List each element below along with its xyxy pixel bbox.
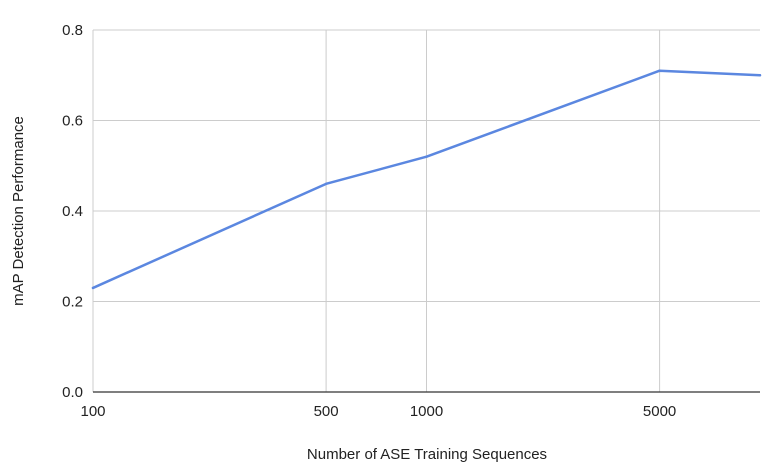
- y-tick-label: 0.6: [62, 113, 83, 130]
- series-layer: [91, 69, 762, 290]
- y-tick-label: 0.4: [62, 203, 83, 220]
- x-tick-label: 100: [80, 403, 105, 420]
- y-tick-label: 0.2: [62, 294, 83, 311]
- x-tick-label: 500: [314, 403, 339, 420]
- data-point: [324, 182, 328, 186]
- y-tick-label: 0.8: [62, 22, 83, 39]
- x-tick-label: 5000: [643, 403, 676, 420]
- y-axis-title: mAP Detection Performance: [10, 116, 27, 306]
- data-point: [425, 155, 428, 158]
- x-axis-title: Number of ASE Training Sequences: [307, 446, 547, 463]
- data-point: [91, 286, 95, 290]
- tick-labels: 0.0 0.2 0.4 0.6 0.8 100 500 1000 5000: [62, 22, 676, 420]
- x-tick-label: 1000: [410, 403, 443, 420]
- y-tick-label: 0.0: [62, 384, 83, 401]
- data-point: [758, 74, 762, 77]
- grid-lines: [92, 29, 760, 392]
- data-point: [658, 69, 661, 72]
